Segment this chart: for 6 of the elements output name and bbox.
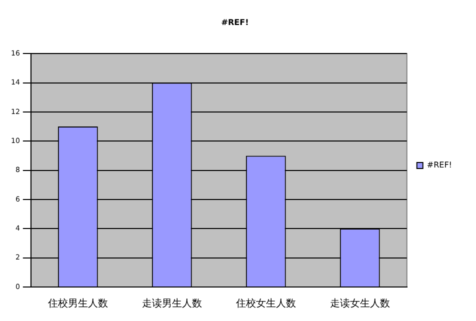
x-tick-label: 走读女生人数 (330, 298, 390, 310)
x-tick-label: 走读男生人数 (142, 298, 202, 310)
x-tick-label: 住校男生人数 (48, 298, 108, 310)
x-tick-label: 住校女生人数 (236, 298, 296, 310)
legend-label: #REF! (426, 160, 452, 170)
chart-title: #REF! (221, 18, 249, 27)
